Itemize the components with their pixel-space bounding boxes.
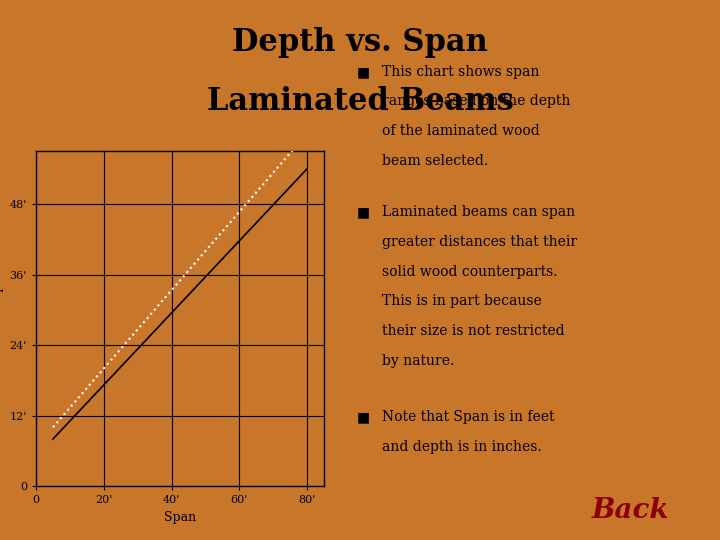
Y-axis label: Nominal Depth: Nominal Depth (0, 271, 4, 367)
Text: Laminated beams can span: Laminated beams can span (382, 205, 575, 219)
Text: solid wood counterparts.: solid wood counterparts. (382, 265, 557, 279)
Text: This is in part because: This is in part because (382, 294, 541, 308)
Text: greater distances that their: greater distances that their (382, 235, 577, 249)
Text: ■: ■ (356, 65, 369, 79)
Text: Note that Span is in feet: Note that Span is in feet (382, 410, 554, 424)
Text: Back: Back (592, 497, 670, 524)
Text: ranges based on the depth: ranges based on the depth (382, 94, 570, 109)
X-axis label: Span: Span (164, 511, 196, 524)
Text: by nature.: by nature. (382, 354, 454, 368)
Text: Laminated Beams: Laminated Beams (207, 86, 513, 117)
Text: Depth vs. Span: Depth vs. Span (232, 27, 488, 58)
Text: beam selected.: beam selected. (382, 154, 487, 168)
Text: and depth is in inches.: and depth is in inches. (382, 440, 541, 454)
Text: ■: ■ (356, 205, 369, 219)
Text: This chart shows span: This chart shows span (382, 65, 539, 79)
Text: of the laminated wood: of the laminated wood (382, 124, 539, 138)
Text: ■: ■ (356, 410, 369, 424)
Text: their size is not restricted: their size is not restricted (382, 324, 564, 338)
